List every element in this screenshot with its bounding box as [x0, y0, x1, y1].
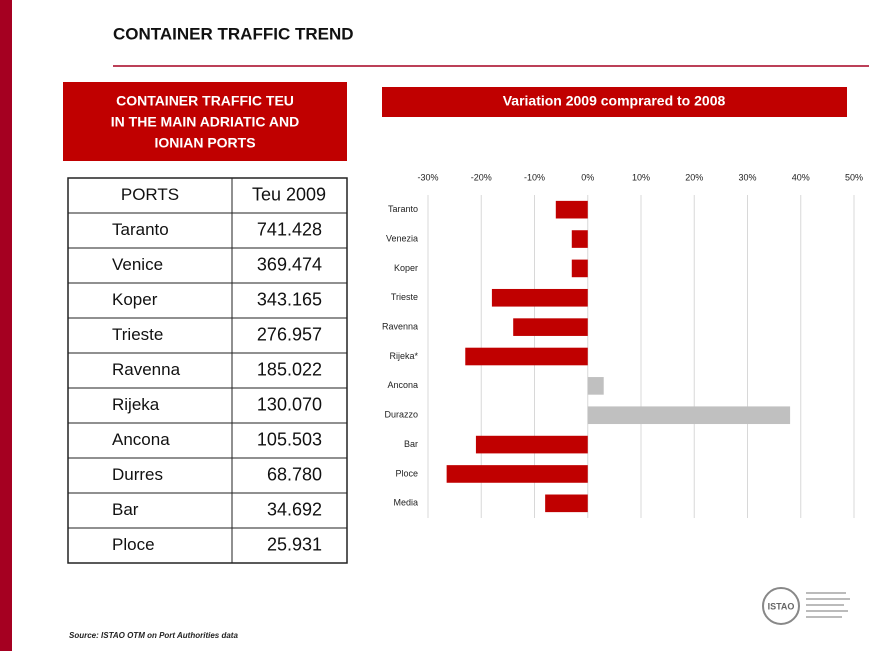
table-cell: 105.503 [257, 429, 322, 449]
chart-title: Variation 2009 comprared to 2008 [503, 93, 726, 109]
table-cell: Taranto [112, 220, 169, 239]
x-tick-label: 50% [845, 172, 863, 182]
table-cell: 34.692 [267, 499, 322, 519]
bar [571, 230, 588, 248]
box-title-line: IN THE MAIN ADRIATIC AND [111, 114, 299, 130]
y-tick-label: Venezia [386, 233, 418, 243]
logo-ring [762, 587, 800, 625]
table-cell: 741.428 [257, 219, 322, 239]
slide-title: CONTAINER TRAFFIC TREND [113, 24, 354, 43]
table-cell: Rijeka [112, 395, 160, 414]
bar [491, 288, 588, 307]
bar [587, 377, 604, 395]
table-cell: 25.931 [267, 534, 322, 554]
x-tick-label: -30% [417, 172, 438, 182]
table-cell: 130.070 [257, 394, 322, 414]
x-tick-label: 10% [632, 172, 650, 182]
bar [545, 494, 588, 513]
y-tick-label: Ancona [387, 380, 418, 390]
bar [571, 259, 588, 278]
table-cell: Trieste [112, 325, 163, 344]
y-tick-label: Trieste [391, 292, 418, 302]
x-tick-label: 20% [685, 172, 703, 182]
x-tick-label: -20% [471, 172, 492, 182]
table-frame [67, 177, 348, 564]
y-tick-label: Taranto [388, 204, 418, 214]
x-tick-label: 30% [738, 172, 756, 182]
y-tick-label: Bar [404, 439, 418, 449]
bar [446, 465, 588, 483]
y-tick-label: Koper [394, 263, 418, 273]
table-cell: Ravenna [112, 360, 181, 379]
side-strip [0, 0, 12, 651]
bar [475, 435, 588, 454]
x-tick-label: 40% [792, 172, 810, 182]
y-tick-label: Rijeka* [389, 351, 418, 361]
x-tick-label: -10% [524, 172, 545, 182]
bar [587, 406, 791, 425]
logo-lines [806, 592, 850, 618]
y-tick-label: Ploce [395, 468, 418, 478]
source-note: Source: ISTAO OTM on Port Authorities da… [69, 631, 238, 640]
y-tick-label: Ravenna [382, 322, 418, 332]
table-cell: 276.957 [257, 324, 322, 344]
box-title-line: CONTAINER TRAFFIC TEU [116, 93, 294, 109]
table-cell: Durres [112, 465, 163, 484]
table-cell: Ploce [112, 535, 155, 554]
bar [555, 200, 588, 219]
table-header-cell: Teu 2009 [252, 184, 326, 204]
table-cell: Bar [112, 500, 139, 519]
y-tick-label: Media [393, 498, 418, 508]
x-tick-label: 0% [581, 172, 594, 182]
table-cell: 185.022 [257, 359, 322, 379]
table-cell: Koper [112, 290, 158, 309]
table-cell: Ancona [112, 430, 170, 449]
chart-header [382, 87, 847, 117]
y-tick-label: Durazzo [384, 410, 418, 420]
logo-text: ISTAO [768, 601, 795, 611]
box-header [63, 82, 347, 161]
table-cell: 343.165 [257, 289, 322, 309]
table-cell: 68.780 [267, 464, 322, 484]
table-cell: Venice [112, 255, 163, 274]
table-cell: 369.474 [257, 254, 322, 274]
table-header-cell: PORTS [121, 185, 179, 204]
bar [513, 318, 588, 336]
bar [465, 347, 588, 366]
box-title-line: IONIAN PORTS [154, 135, 255, 151]
